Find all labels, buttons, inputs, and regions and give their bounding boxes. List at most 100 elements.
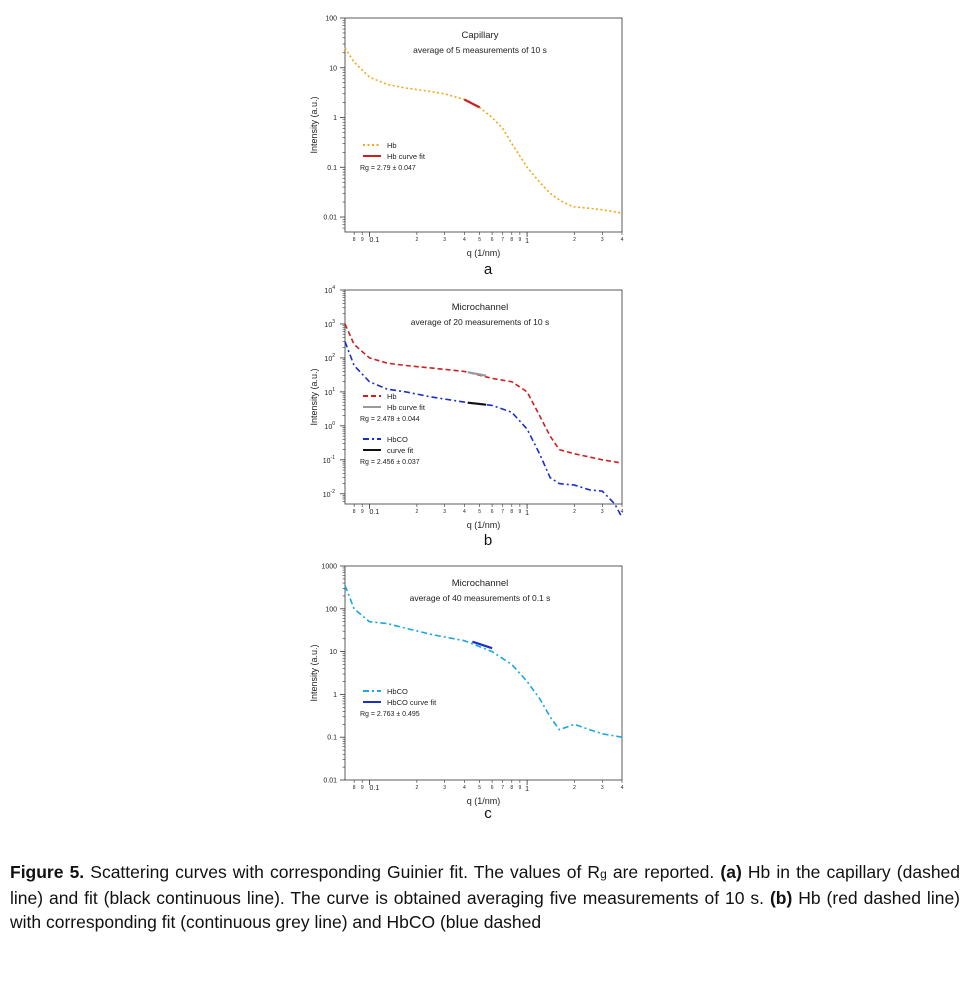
y-tick-exponent: 4	[332, 285, 335, 291]
x-minor-tick-label: 9	[361, 237, 364, 243]
x-minor-tick-label: 3	[443, 509, 446, 515]
y-tick-exponent: -1	[331, 455, 336, 461]
x-tick-label: 0.1	[370, 509, 380, 516]
y-tick-label: 0.1	[327, 165, 337, 172]
y-tick-exponent: 0	[332, 421, 335, 427]
x-minor-tick-label: 7	[501, 237, 504, 243]
series-line-hb-curve-fit	[467, 371, 487, 377]
series-line-hbco	[344, 585, 623, 738]
x-minor-tick-label: 8	[510, 785, 513, 791]
legend: Hb Hb curve fit Rg = 2.79 ± 0.047	[360, 141, 426, 172]
rg-annotation: Rg = 2.456 ± 0.037	[360, 459, 420, 466]
legend-label: Hb	[387, 141, 397, 150]
caption-a-text: Hb in the capillary (dashed line) and fi…	[10, 862, 961, 908]
y-tick-label: 102	[324, 353, 335, 363]
series-line-hb-curve-fit	[463, 98, 481, 109]
x-minor-tick-label: 8	[353, 237, 356, 243]
y-tick-label: 10	[329, 649, 337, 656]
y-tick-label: 104	[324, 285, 335, 295]
plot-frame	[344, 565, 623, 781]
caption-a-label: (a)	[720, 862, 742, 882]
x-minor-tick-label: 8	[510, 509, 513, 515]
y-tick-exponent: 2	[332, 353, 335, 359]
y-tick-label: 1	[333, 692, 337, 699]
caption-rg-subscript: g	[600, 867, 607, 881]
y-tick-label: 103	[324, 319, 335, 329]
caption-b-label: (b)	[769, 888, 793, 908]
x-minor-tick-label: 8	[353, 509, 356, 515]
y-tick-label: 10-1	[323, 455, 335, 465]
series-line-curve-fit	[467, 401, 487, 406]
panel-b-label: b	[483, 532, 493, 549]
x-minor-tick-label: 7	[501, 785, 504, 791]
x-minor-tick-label: 5	[478, 785, 481, 791]
x-tick-label: 0.1	[370, 237, 380, 244]
y-tick-label: 10	[329, 65, 337, 72]
rg-annotation: Rg = 2.79 ± 0.047	[360, 165, 416, 172]
x-minor-tick-label: 3	[601, 509, 604, 515]
legend: HbCO HbCO curve fit Rg = 2.763 ± 0.495	[360, 687, 437, 718]
y-tick-label: 1	[333, 115, 337, 122]
chart-subtitle: average of 40 measurements of 0.1 s	[410, 593, 551, 603]
legend-label: HbCO	[387, 435, 408, 444]
x-axis-label: q (1/nm)	[467, 248, 501, 258]
y-tick-exponent: 3	[332, 319, 335, 325]
y-tick-label: 0.01	[323, 215, 337, 222]
figure-caption: Figure 5. Scattering curves with corresp…	[10, 860, 960, 934]
x-axis-label: q (1/nm)	[467, 796, 501, 806]
panel-c-label: c	[484, 805, 492, 822]
x-minor-tick-label: 2	[573, 237, 576, 243]
x-minor-tick-label: 6	[491, 785, 494, 791]
series-line-hbco-curve-fit	[472, 640, 493, 650]
y-tick-label: 100	[324, 421, 335, 431]
x-minor-tick-label: 4	[463, 785, 466, 791]
x-minor-tick-label: 2	[573, 509, 576, 515]
caption-line1-end: are reported.	[606, 862, 721, 882]
legend-label: Hb	[387, 392, 397, 401]
y-tick-label: 0.1	[327, 735, 337, 742]
x-minor-tick-label: 8	[510, 237, 513, 243]
series-line-hbco	[344, 341, 623, 518]
y-axis-label: Intensity (a.u.)	[309, 644, 319, 701]
legend-label: curve fit	[387, 446, 414, 455]
x-minor-tick-label: 4	[463, 237, 466, 243]
x-tick-label: 1	[525, 510, 529, 517]
x-minor-tick-label: 5	[478, 509, 481, 515]
x-minor-tick-label: 2	[573, 785, 576, 791]
y-axis-label: Intensity (a.u.)	[309, 368, 319, 425]
chart-subtitle: average of 5 measurements of 10 s	[413, 45, 547, 55]
chart-title: Microchannel	[452, 578, 509, 589]
x-minor-tick-label: 6	[491, 237, 494, 243]
x-tick-label: 0.1	[370, 785, 380, 792]
x-minor-tick-label: 9	[518, 237, 521, 243]
y-tick-label: 10-2	[323, 489, 335, 499]
panel-a-label: a	[483, 261, 493, 278]
series-line-hb	[344, 323, 623, 464]
legend-label: Hb curve fit	[387, 403, 426, 412]
series-line-hb	[344, 47, 623, 214]
x-minor-tick-label: 9	[518, 785, 521, 791]
x-minor-tick-label: 3	[443, 785, 446, 791]
x-minor-tick-label: 8	[353, 785, 356, 791]
x-minor-tick-label: 4	[463, 509, 466, 515]
x-minor-tick-label: 7	[501, 509, 504, 515]
x-minor-tick-label: 4	[621, 785, 624, 791]
caption-line1: Scattering curves with corresponding Gui…	[84, 862, 601, 882]
y-tick-label: 100	[325, 16, 337, 23]
y-tick-label: 100	[325, 606, 337, 613]
x-minor-tick-label: 5	[478, 237, 481, 243]
x-minor-tick-label: 6	[491, 509, 494, 515]
x-tick-label: 1	[525, 786, 529, 793]
x-minor-tick-label: 4	[621, 509, 624, 515]
y-tick-label: 101	[324, 387, 335, 397]
x-minor-tick-label: 3	[443, 237, 446, 243]
x-axis-label: q (1/nm)	[467, 520, 501, 530]
y-axis-label: Intensity (a.u.)	[309, 96, 319, 153]
legend-label: HbCO	[387, 687, 408, 696]
y-tick-label: 0.01	[323, 778, 337, 785]
caption-b-text: Hb (red dashed line) with corresponding …	[10, 888, 961, 932]
legend-label: HbCO curve fit	[387, 698, 437, 707]
y-tick-exponent: -2	[331, 489, 336, 495]
